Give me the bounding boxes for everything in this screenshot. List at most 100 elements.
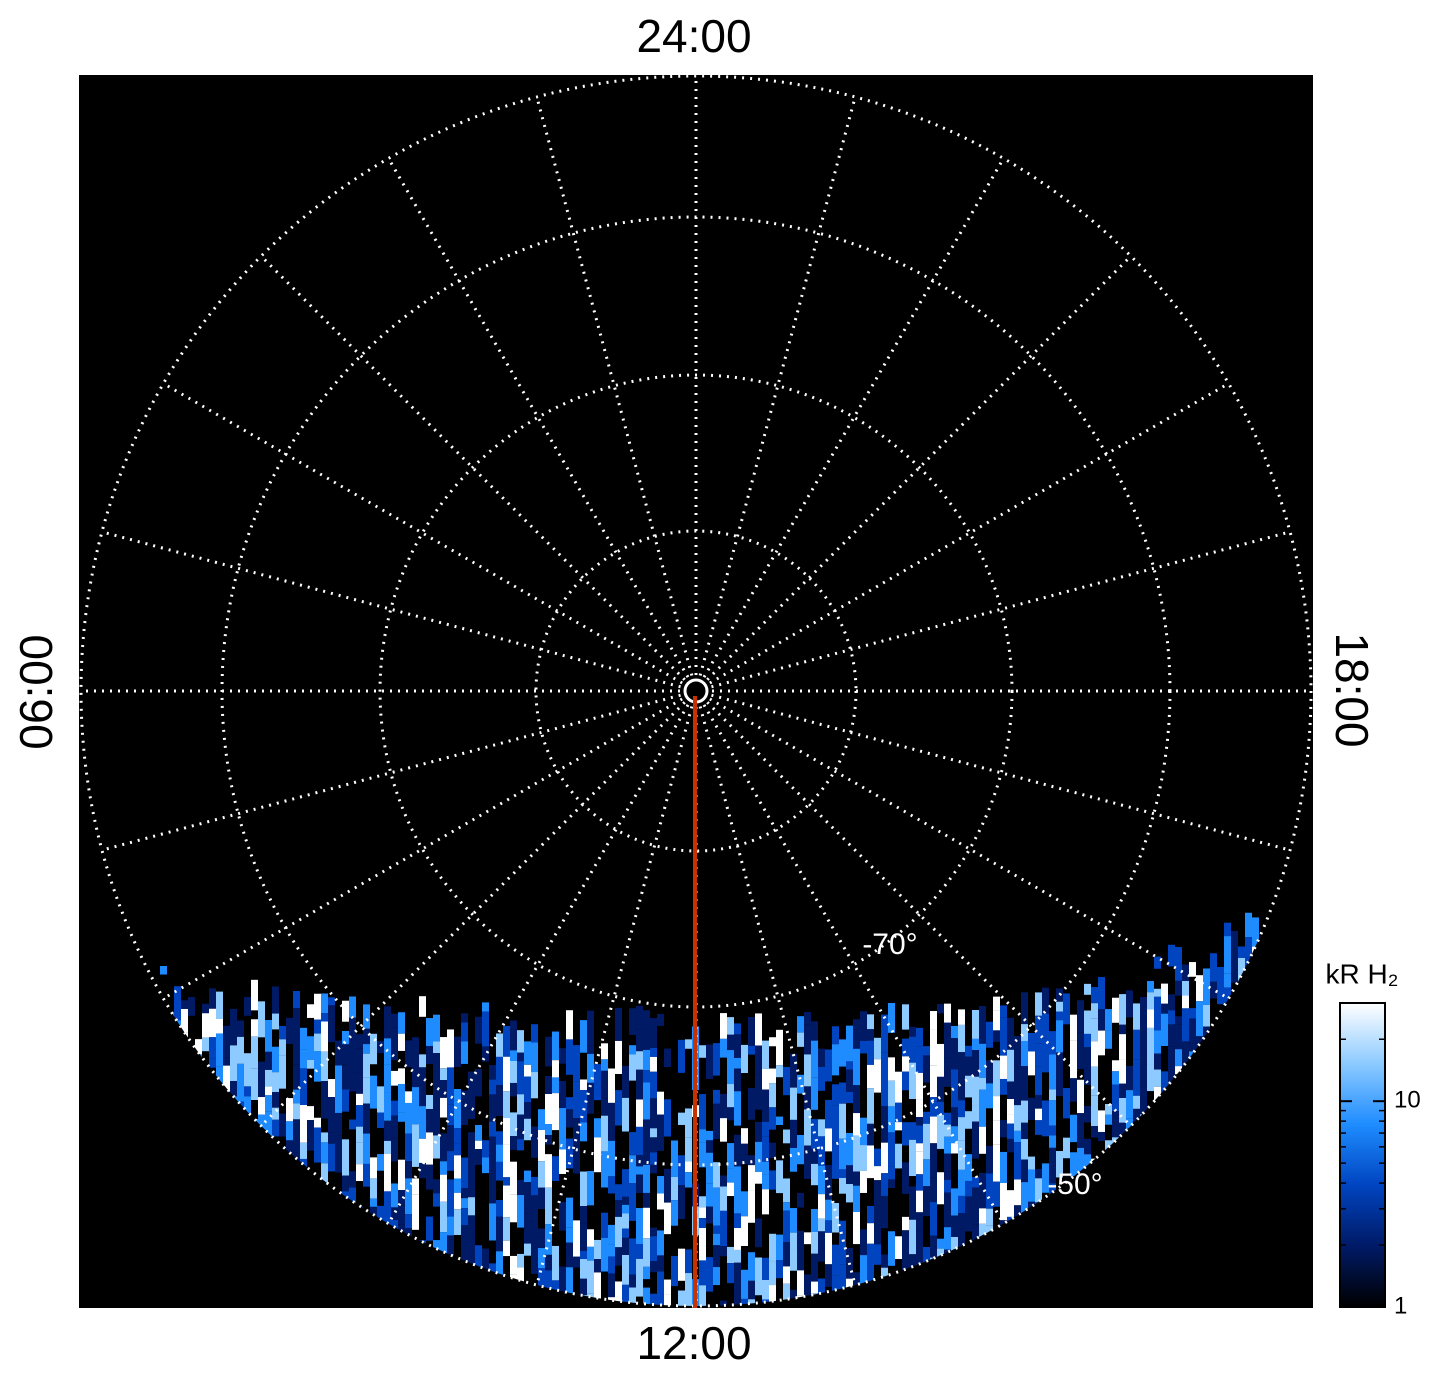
emission-cell xyxy=(867,1040,874,1065)
emission-cell xyxy=(181,1000,188,1009)
colorbar-label: kR H₂ xyxy=(1325,958,1398,989)
emission-cell xyxy=(916,1027,923,1047)
emission-cell xyxy=(398,1033,405,1051)
emission-cell xyxy=(993,1120,1000,1145)
emission-cell xyxy=(566,1227,573,1243)
emission-cell xyxy=(517,1052,524,1062)
emission-cell xyxy=(279,1113,286,1137)
emission-cell xyxy=(1014,1105,1021,1131)
emission-cell xyxy=(587,1229,594,1247)
emission-cell xyxy=(321,1013,328,1022)
emission-cell xyxy=(951,1025,958,1039)
emission-cell xyxy=(643,1082,650,1120)
emission-cell xyxy=(727,1246,734,1264)
emission-cell xyxy=(930,1097,937,1117)
emission-cell xyxy=(503,1056,510,1092)
emission-cell xyxy=(629,1132,636,1156)
emission-cell xyxy=(223,1057,230,1066)
emission-cell xyxy=(531,1072,538,1099)
emission-cell xyxy=(342,1064,349,1090)
emission-cell xyxy=(426,1045,433,1065)
emission-cell xyxy=(1084,1033,1091,1048)
emission-cell xyxy=(790,1249,797,1271)
emission-cell xyxy=(440,1097,447,1118)
emission-cell xyxy=(643,1164,650,1193)
emission-cell xyxy=(1168,994,1175,1011)
emission-cell xyxy=(1161,983,1168,1004)
emission-cell xyxy=(811,1040,818,1078)
emission-cell xyxy=(1112,1071,1119,1085)
emission-cell xyxy=(517,1194,524,1228)
emission-cell xyxy=(1105,1304,1112,1306)
emission-cell xyxy=(517,1139,524,1151)
emission-cell xyxy=(433,1193,440,1207)
emission-cell xyxy=(1161,1013,1168,1046)
emission-cell xyxy=(1119,1083,1126,1098)
emission-cell xyxy=(1161,1003,1168,1014)
emission-cell xyxy=(475,1149,482,1165)
emission-cell xyxy=(482,1140,489,1158)
emission-cell xyxy=(531,1221,538,1243)
emission-cell xyxy=(524,1182,531,1214)
emission-cell xyxy=(1014,1142,1021,1180)
emission-cell xyxy=(461,1198,468,1209)
emission-cell xyxy=(1126,1090,1133,1119)
emission-cell xyxy=(622,1228,629,1238)
emission-cell xyxy=(846,1061,853,1070)
emission-cell xyxy=(601,1309,608,1334)
emission-cell xyxy=(230,1080,237,1097)
emission-cell xyxy=(650,1128,657,1138)
emission-cell xyxy=(720,1038,727,1058)
emission-cell xyxy=(314,993,321,1020)
emission-cell xyxy=(930,1065,937,1098)
emission-cell xyxy=(839,1039,846,1067)
emission-cell xyxy=(1098,1110,1105,1132)
emission-cell xyxy=(468,1239,475,1270)
emission-cell xyxy=(902,1004,909,1030)
emission-cell xyxy=(811,1148,818,1164)
emission-cell xyxy=(853,1135,860,1172)
emission-cell xyxy=(321,993,328,1014)
emission-cell xyxy=(699,1142,706,1168)
emission-cell xyxy=(293,1089,300,1104)
emission-cell xyxy=(510,1255,517,1275)
emission-cell xyxy=(510,1112,517,1137)
emission-cell xyxy=(335,1307,342,1329)
emission-cell xyxy=(524,1041,531,1065)
emission-cell xyxy=(727,1050,734,1085)
emission-cell xyxy=(503,1177,510,1186)
emission-cell xyxy=(727,1017,734,1035)
emission-cell xyxy=(867,1205,874,1224)
emission-cell xyxy=(762,1040,769,1069)
emission-cell xyxy=(216,1018,223,1034)
emission-cell xyxy=(601,1070,608,1099)
emission-cell xyxy=(741,1298,748,1306)
emission-cell xyxy=(412,1146,419,1167)
emission-cell xyxy=(587,1170,594,1206)
emission-cell xyxy=(643,1238,650,1267)
emission-cell xyxy=(1021,1182,1028,1219)
emission-cell xyxy=(419,1162,426,1179)
emission-cell xyxy=(419,1054,426,1068)
emission-cell xyxy=(699,1207,706,1219)
emission-cell xyxy=(1175,980,1182,996)
emission-cell xyxy=(727,1143,734,1169)
emission-cell xyxy=(678,1039,685,1073)
emission-cell xyxy=(699,1260,706,1272)
emission-cell xyxy=(909,1309,916,1336)
emission-cell xyxy=(1175,1049,1182,1067)
emission-cell xyxy=(503,1240,510,1257)
emission-cell xyxy=(349,1119,356,1130)
emission-cell xyxy=(818,1165,825,1195)
emission-cell xyxy=(426,1164,433,1190)
emission-cell xyxy=(944,1112,951,1125)
emission-cell xyxy=(636,1243,643,1259)
emission-cell xyxy=(1084,983,1091,995)
emission-cell xyxy=(1070,1078,1077,1102)
emission-cell xyxy=(573,1045,580,1082)
emission-cell xyxy=(650,1071,657,1099)
emission-cell xyxy=(1077,1079,1084,1114)
emission-cell xyxy=(496,1161,503,1181)
emission-cell xyxy=(1112,997,1119,1023)
emission-cell xyxy=(251,1019,258,1037)
